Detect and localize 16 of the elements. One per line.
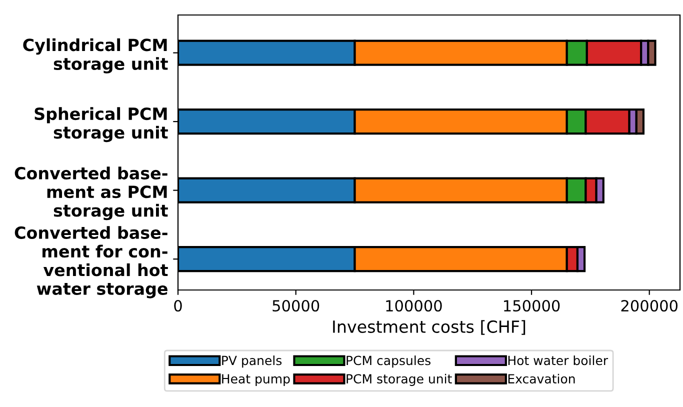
y-tick-label: Spherical PCM storage unit <box>34 107 168 142</box>
x-tick-label: 200000 <box>621 300 678 312</box>
y-tick-label: Cylindrical PCM storage unit <box>23 38 168 74</box>
legend-label: Hot water boiler <box>508 356 608 366</box>
y-tick-label: Converted base- ment for con- ventional hot water storage <box>14 226 168 298</box>
legend-label: PCM storage unit <box>346 374 452 386</box>
x-tick-label: 150000 <box>504 300 560 312</box>
legend-label: PV panels <box>222 356 282 368</box>
x-axis-title: Investment costs [CHF] <box>333 320 526 335</box>
y-tick-label: Converted base- ment as PCM storage unit <box>14 166 168 220</box>
legend-label: Heat pump <box>222 374 290 386</box>
x-tick-label: 100000 <box>386 300 442 312</box>
legend-label: Excavation <box>508 374 575 384</box>
x-tick-label: 50000 <box>272 300 320 312</box>
x-tick-label: 0 <box>174 300 182 312</box>
legend-label: PCM capsules <box>346 356 430 368</box>
